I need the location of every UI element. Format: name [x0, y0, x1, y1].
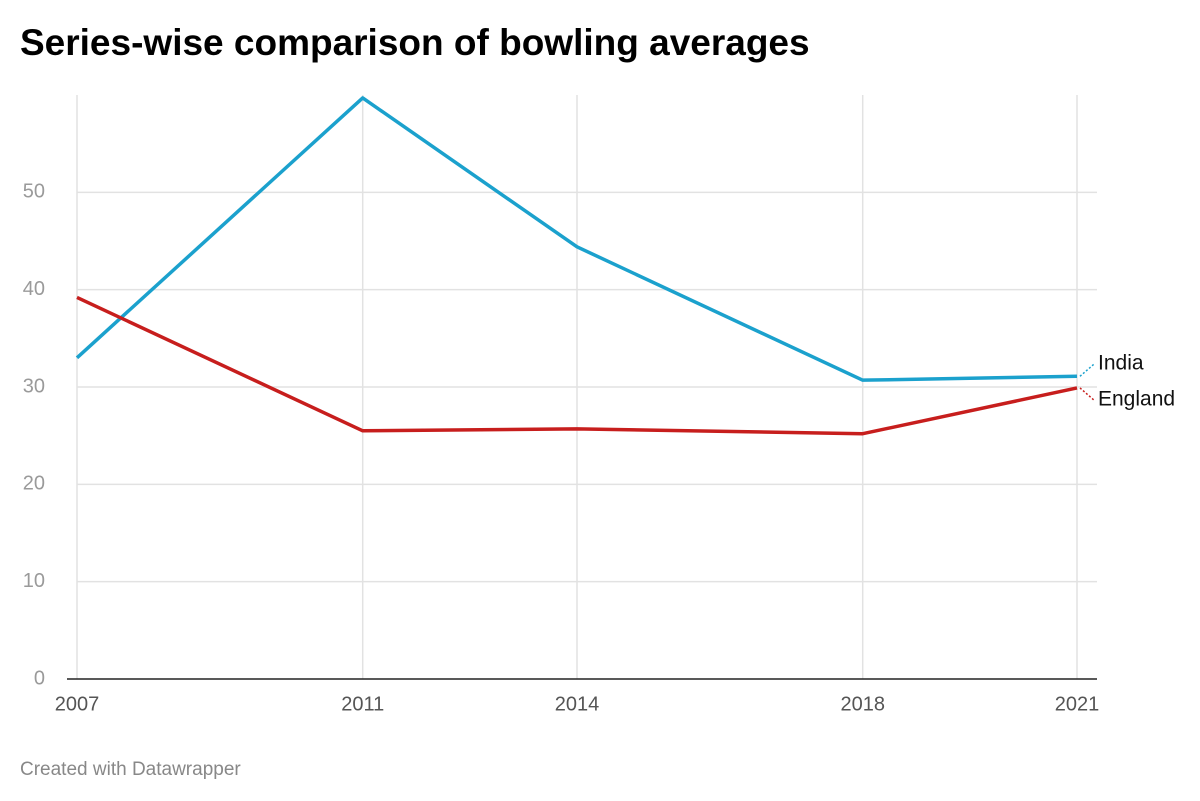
series-label: India	[1098, 352, 1144, 375]
footer: Created with Datawrapper	[20, 759, 241, 780]
x-tick-label: 2018	[840, 693, 885, 715]
y-tick-label: 40	[23, 278, 45, 300]
x-tick-label: 2007	[55, 693, 100, 715]
y-tick-label: 20	[23, 473, 45, 495]
line	[76, 295, 1078, 436]
x-tick-label: 2014	[555, 693, 600, 715]
y-tick-label: 30	[23, 375, 45, 397]
x-tick-label: 2011	[341, 693, 384, 715]
chart-title: Series-wise comparison of bowling averag…	[20, 22, 810, 63]
leader-line	[1079, 387, 1095, 401]
leader-line	[1079, 363, 1095, 377]
x-tick-label: 2021	[1055, 693, 1100, 715]
line	[75, 96, 1078, 382]
y-tick-label: 50	[23, 181, 45, 203]
y-tick-label: 10	[23, 570, 45, 592]
series-label: England	[1098, 388, 1175, 411]
y-tick-label: 0	[34, 667, 45, 689]
